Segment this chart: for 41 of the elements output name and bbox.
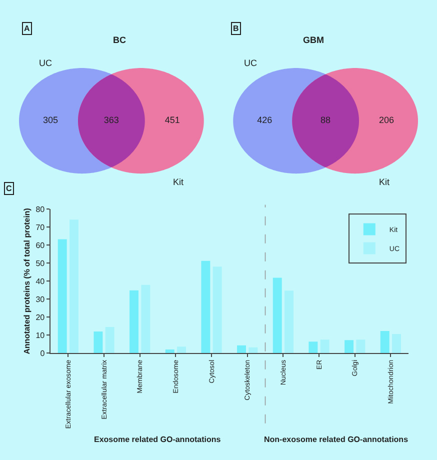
y-axis-title: Annotated proteins (% of total protein) [22, 208, 32, 354]
y-tick-label: 0 [40, 348, 46, 358]
y-tick-label: 20 [36, 312, 46, 322]
bar [201, 260, 210, 354]
y-tick-label: 10 [36, 330, 46, 340]
y-tick-label: 40 [36, 276, 46, 286]
bar [177, 346, 186, 354]
bar [130, 290, 138, 354]
bar [94, 331, 103, 354]
text: UC [244, 58, 258, 68]
text: UC [39, 58, 52, 68]
y-tick-label: 60 [36, 240, 46, 250]
text: BC [113, 35, 126, 45]
bar [237, 345, 246, 354]
bar [392, 334, 401, 354]
bar [248, 347, 258, 354]
bar [308, 342, 318, 354]
bar [380, 330, 390, 354]
bar [165, 349, 174, 354]
bar [58, 239, 67, 354]
y-tick-label: 80 [36, 205, 46, 214]
text: Exosome related GO-annotations [94, 435, 222, 444]
text: GBM [303, 35, 324, 45]
text: Kit [379, 177, 390, 187]
bar [320, 340, 330, 354]
y-tick-label: 30 [36, 294, 46, 304]
text: B [233, 24, 239, 33]
bar [356, 340, 366, 354]
bar [141, 284, 150, 354]
bar [284, 290, 294, 354]
text: Kit [173, 177, 184, 187]
bar [105, 326, 114, 354]
y-tick-label: 70 [36, 222, 46, 232]
bar [212, 266, 222, 354]
bar [344, 340, 354, 354]
bar [70, 220, 78, 354]
y-tick-label: 50 [36, 258, 46, 268]
text: C [6, 184, 12, 193]
bar [272, 278, 282, 354]
text: A [24, 24, 30, 33]
text: Non-exosome related GO-annotations [264, 435, 409, 444]
